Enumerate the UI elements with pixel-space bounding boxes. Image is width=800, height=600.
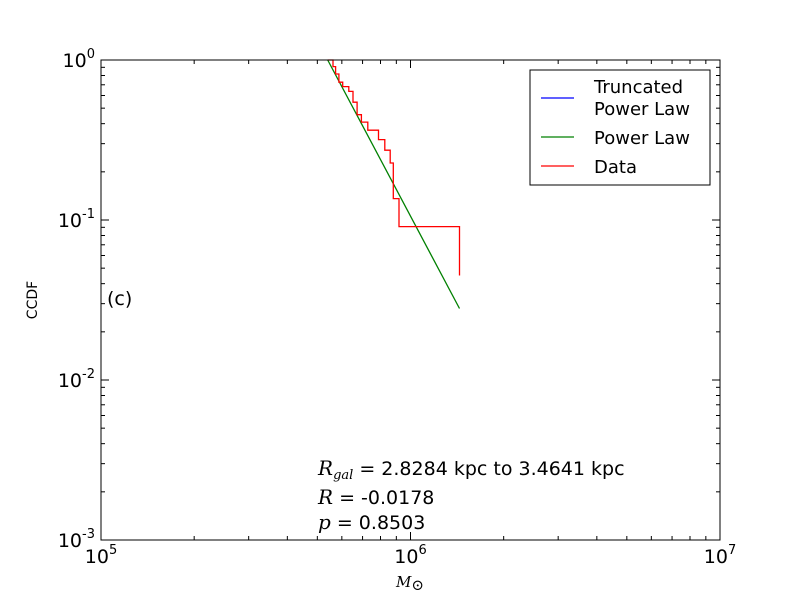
- y-tick-label: 100: [63, 47, 95, 72]
- x-tick-label: 106: [394, 543, 426, 568]
- legend-label-power-law: Power Law: [594, 128, 690, 149]
- legend-label-truncated-line2: Power Law: [594, 99, 690, 120]
- annotation-r-symbol: R: [317, 485, 333, 509]
- annotation-r-value: = -0.0178: [333, 487, 434, 509]
- x-axis-label-symbol: M: [395, 573, 412, 591]
- annotation-rgal-symbol: R: [317, 456, 333, 480]
- legend-label-truncated-line1: Truncated: [593, 77, 683, 98]
- y-tick-label: 10-2: [58, 367, 95, 392]
- axis-ticks: 105 106 107 100 10-1 10-2 10-3: [58, 47, 736, 568]
- legend-label-truncated-power-law: Truncated Power Law: [593, 77, 690, 120]
- series-line-data: [327, 59, 461, 276]
- x-tick-label: 105: [85, 543, 117, 568]
- y-axis-label: CCDF: [25, 281, 41, 319]
- legend: Truncated Power Law Power Law Data: [529, 69, 711, 186]
- annotation-r: R = -0.0178: [317, 485, 434, 509]
- x-axis-label-subscript: ⊙: [411, 576, 424, 594]
- annotation-rgal-value: = 2.8284 kpc to 3.4641 kpc: [353, 458, 624, 480]
- y-tick-label: 10-3: [58, 527, 95, 552]
- annotation-p: p = 0.8503: [318, 510, 425, 534]
- plot-area: [327, 59, 461, 309]
- annotation-rgal: Rgal = 2.8284 kpc to 3.4641 kpc: [317, 456, 625, 483]
- annotation-p-symbol: p: [318, 510, 331, 534]
- y-tick-label: 10-1: [58, 207, 95, 232]
- x-tick-label: 107: [704, 543, 736, 568]
- annotation-p-value: = 0.8503: [331, 512, 425, 534]
- panel-label: (c): [107, 288, 132, 310]
- x-axis-label: M⊙: [395, 573, 424, 594]
- annotation-rgal-subscript: gal: [333, 468, 353, 483]
- legend-label-data: Data: [594, 157, 637, 178]
